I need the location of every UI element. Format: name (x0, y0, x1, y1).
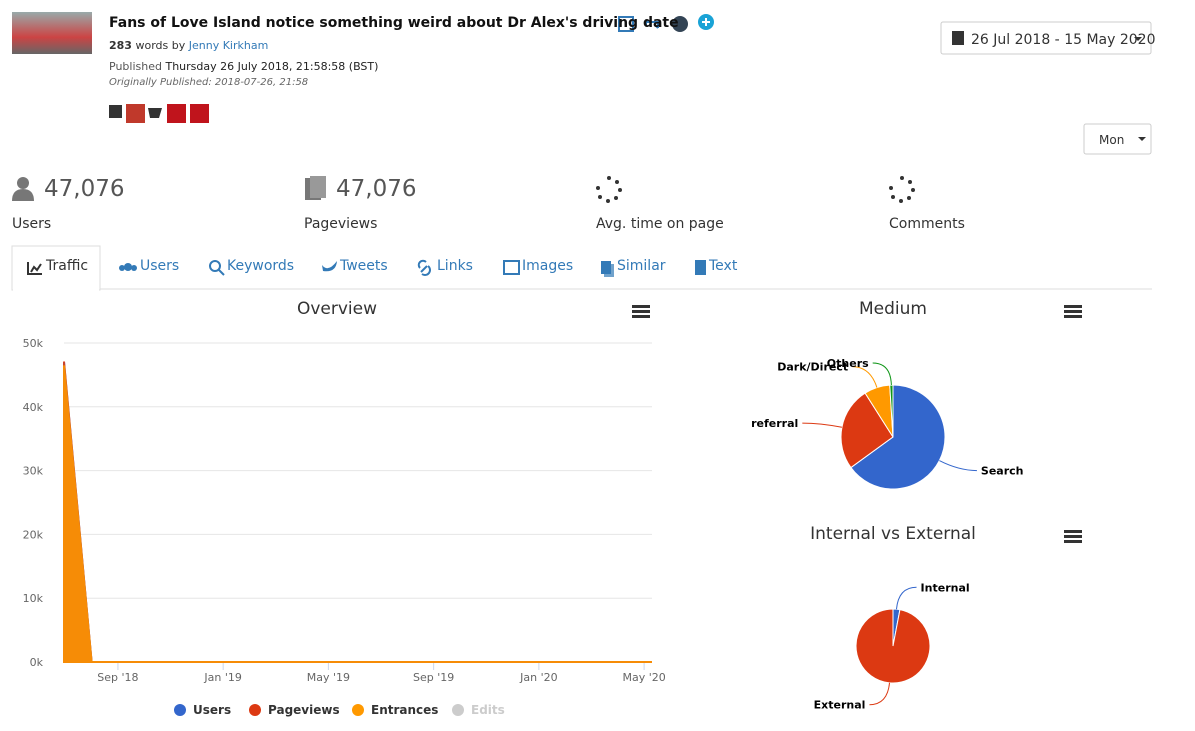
caret (1134, 37, 1142, 41)
legend-swatch (452, 704, 464, 716)
stat-icons (12, 176, 326, 201)
x-tick-label: Jan '20 (519, 671, 557, 684)
connector (939, 460, 977, 472)
slice-label: Search (981, 465, 1024, 478)
article-title[interactable]: Fans of Love Island notice something wei… (109, 15, 679, 31)
interval-select[interactable] (1083, 123, 1152, 155)
tab[interactable]: Tweets (340, 258, 388, 274)
x-tick-label: May '19 (307, 671, 350, 684)
slice-label: Internal (921, 581, 970, 594)
menu-icons (632, 305, 1082, 543)
connector (852, 366, 878, 388)
stat-label: Avg. time on page (596, 216, 724, 232)
tab[interactable]: Images (522, 258, 574, 274)
y-tick-label: 0k (30, 656, 44, 669)
legend-label: Pageviews (268, 703, 340, 717)
connector (895, 586, 917, 610)
connector (872, 362, 892, 386)
date-range: 26 Jul 2018 - 15 May 2020 (971, 32, 1155, 48)
chart-title: Medium (859, 299, 927, 319)
x-tick-label: Sep '18 (97, 671, 138, 684)
connector (869, 682, 891, 706)
pie-slice (850, 384, 946, 490)
pie-slice (889, 384, 894, 438)
stat-label: Users (12, 216, 52, 232)
active-tab-box (11, 245, 101, 291)
y-tick-label: 40k (23, 401, 44, 414)
legend-label: Users (193, 703, 231, 717)
published-row: Published Thursday 26 July 2018, 21:58:5… (109, 60, 378, 73)
author[interactable]: Jenny Kirkham (188, 39, 269, 52)
slice-label: Others (827, 357, 869, 370)
legend-swatch (352, 704, 364, 716)
thumbnail (12, 12, 92, 54)
stat-value: 47,076 (44, 176, 125, 202)
stat-label: Comments (889, 216, 965, 232)
y-tick-label: 10k (23, 592, 44, 605)
x-tick-label: Jan '19 (203, 671, 241, 684)
pie-slice (840, 392, 894, 469)
words-label: words by (135, 39, 186, 52)
published-label: Published (109, 60, 162, 73)
tab-icons (27, 259, 706, 277)
slice-label: referral (751, 417, 798, 430)
chart-title: Overview (297, 299, 377, 319)
original-published: Originally Published: 2018-07-26, 21:58 (109, 77, 309, 88)
byline: 283 words by Jenny Kirkham (109, 39, 268, 52)
x-tick-label: Sep '19 (413, 671, 454, 684)
word-count: 283 (109, 39, 132, 52)
stat-value: 47,076 (336, 176, 417, 202)
stat-label: Pageviews (304, 216, 378, 232)
slice-label: External (814, 699, 866, 712)
title-icons (618, 14, 714, 32)
chart-title: Internal vs External (810, 524, 976, 544)
connector (802, 422, 843, 428)
caret (1138, 137, 1146, 141)
loading-spinners (596, 176, 915, 203)
active-tab-gap (13, 288, 99, 291)
tab[interactable]: Similar (617, 258, 666, 274)
tab[interactable]: Users (140, 258, 180, 274)
pie-slice (855, 608, 931, 684)
y-tick-label: 30k (23, 465, 44, 478)
interval: Mon (1099, 133, 1124, 147)
legend-swatch (249, 704, 261, 716)
y-tick-label: 50k (23, 337, 44, 350)
y-tick-label: 20k (23, 528, 44, 541)
published: Thursday 26 July 2018, 21:58:58 (BST) (165, 60, 379, 73)
legend-label: Edits (471, 703, 505, 717)
tab[interactable]: Links (437, 258, 473, 274)
date-range-button[interactable] (940, 21, 1152, 55)
legend-swatch (174, 704, 186, 716)
legend-label: Entrances (371, 703, 438, 717)
tab[interactable]: Text (709, 258, 738, 274)
tab[interactable]: Keywords (227, 258, 295, 274)
area (63, 365, 652, 663)
x-tick-label: May '20 (622, 671, 665, 684)
calendar-icon (952, 31, 964, 45)
tab[interactable]: Traffic (46, 258, 89, 274)
slice-label: Dark/Direct (777, 361, 848, 374)
social-icons (109, 104, 209, 123)
